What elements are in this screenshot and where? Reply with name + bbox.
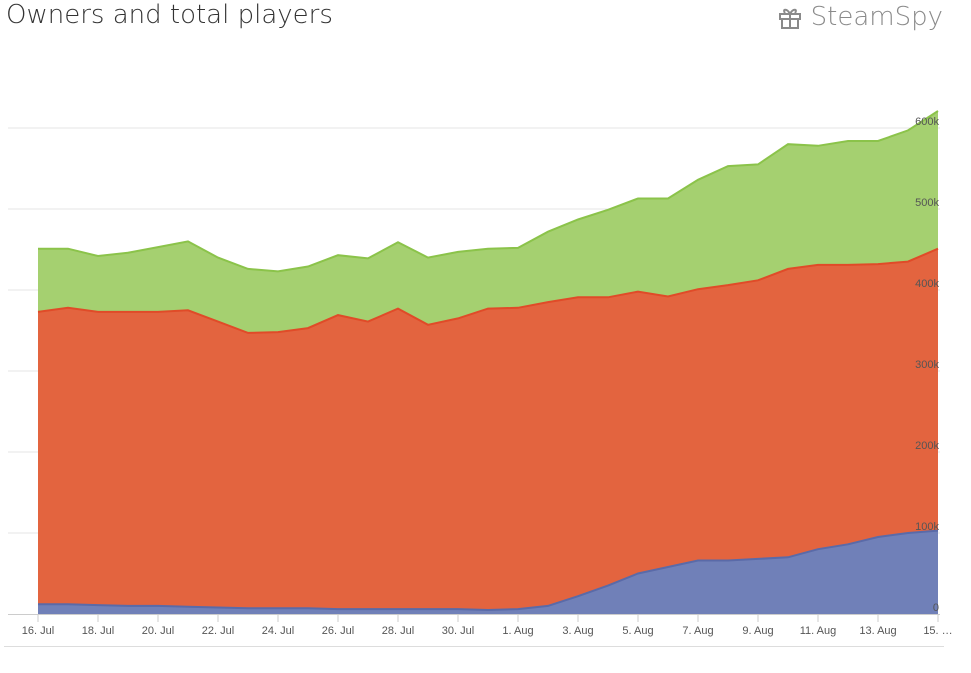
y-tick-label: 500k bbox=[915, 197, 939, 209]
page-title: Owners and total players bbox=[6, 0, 333, 30]
x-tick-label: 11. Aug bbox=[800, 625, 837, 637]
x-tick-label: 13. Aug bbox=[859, 625, 896, 637]
brand-name: SteamSpy bbox=[810, 2, 943, 32]
x-tick-label: 26. Jul bbox=[322, 625, 354, 637]
x-tick-label: 15. … bbox=[923, 625, 952, 637]
x-tick-label: 9. Aug bbox=[742, 625, 773, 637]
x-tick-label: 1. Aug bbox=[502, 625, 533, 637]
series-bottom-area bbox=[38, 530, 938, 614]
x-tick-label: 16. Jul bbox=[22, 625, 54, 637]
series-middle-area bbox=[38, 248, 938, 610]
y-tick-label: 300k bbox=[915, 359, 939, 371]
x-tick-label: 22. Jul bbox=[202, 625, 234, 637]
x-tick-label: 7. Aug bbox=[682, 625, 713, 637]
x-tick-label: 24. Jul bbox=[262, 625, 294, 637]
series-top-line bbox=[38, 110, 939, 273]
brand-logo[interactable]: SteamSpy bbox=[777, 2, 943, 32]
gift-icon bbox=[777, 4, 803, 30]
y-tick-label: 200k bbox=[915, 440, 939, 452]
y-tick-label: 100k bbox=[915, 521, 939, 533]
x-tick-label: 18. Jul bbox=[82, 625, 114, 637]
series-bottom-line bbox=[38, 529, 939, 612]
y-tick-label: 0 bbox=[933, 602, 939, 614]
y-tick-label: 400k bbox=[915, 278, 939, 290]
series-middle-line bbox=[37, 247, 939, 334]
series-top-area bbox=[38, 111, 938, 333]
x-tick-label: 28. Jul bbox=[382, 625, 414, 637]
y-tick-label: 600k bbox=[915, 116, 939, 128]
x-tick-label: 30. Jul bbox=[442, 625, 474, 637]
x-tick-label: 20. Jul bbox=[142, 625, 174, 637]
x-tick-label: 5. Aug bbox=[622, 625, 653, 637]
x-tick-label: 3. Aug bbox=[562, 625, 593, 637]
